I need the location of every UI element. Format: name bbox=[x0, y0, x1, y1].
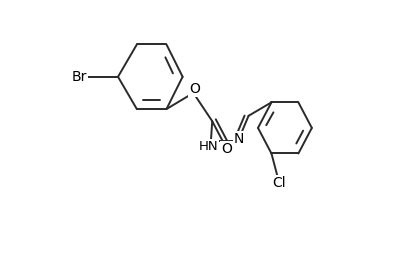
Text: Br: Br bbox=[72, 70, 87, 84]
Text: HN: HN bbox=[199, 140, 218, 153]
Text: O: O bbox=[222, 142, 233, 156]
Text: N: N bbox=[234, 132, 245, 146]
Text: O: O bbox=[189, 82, 200, 96]
Text: Cl: Cl bbox=[273, 176, 286, 190]
